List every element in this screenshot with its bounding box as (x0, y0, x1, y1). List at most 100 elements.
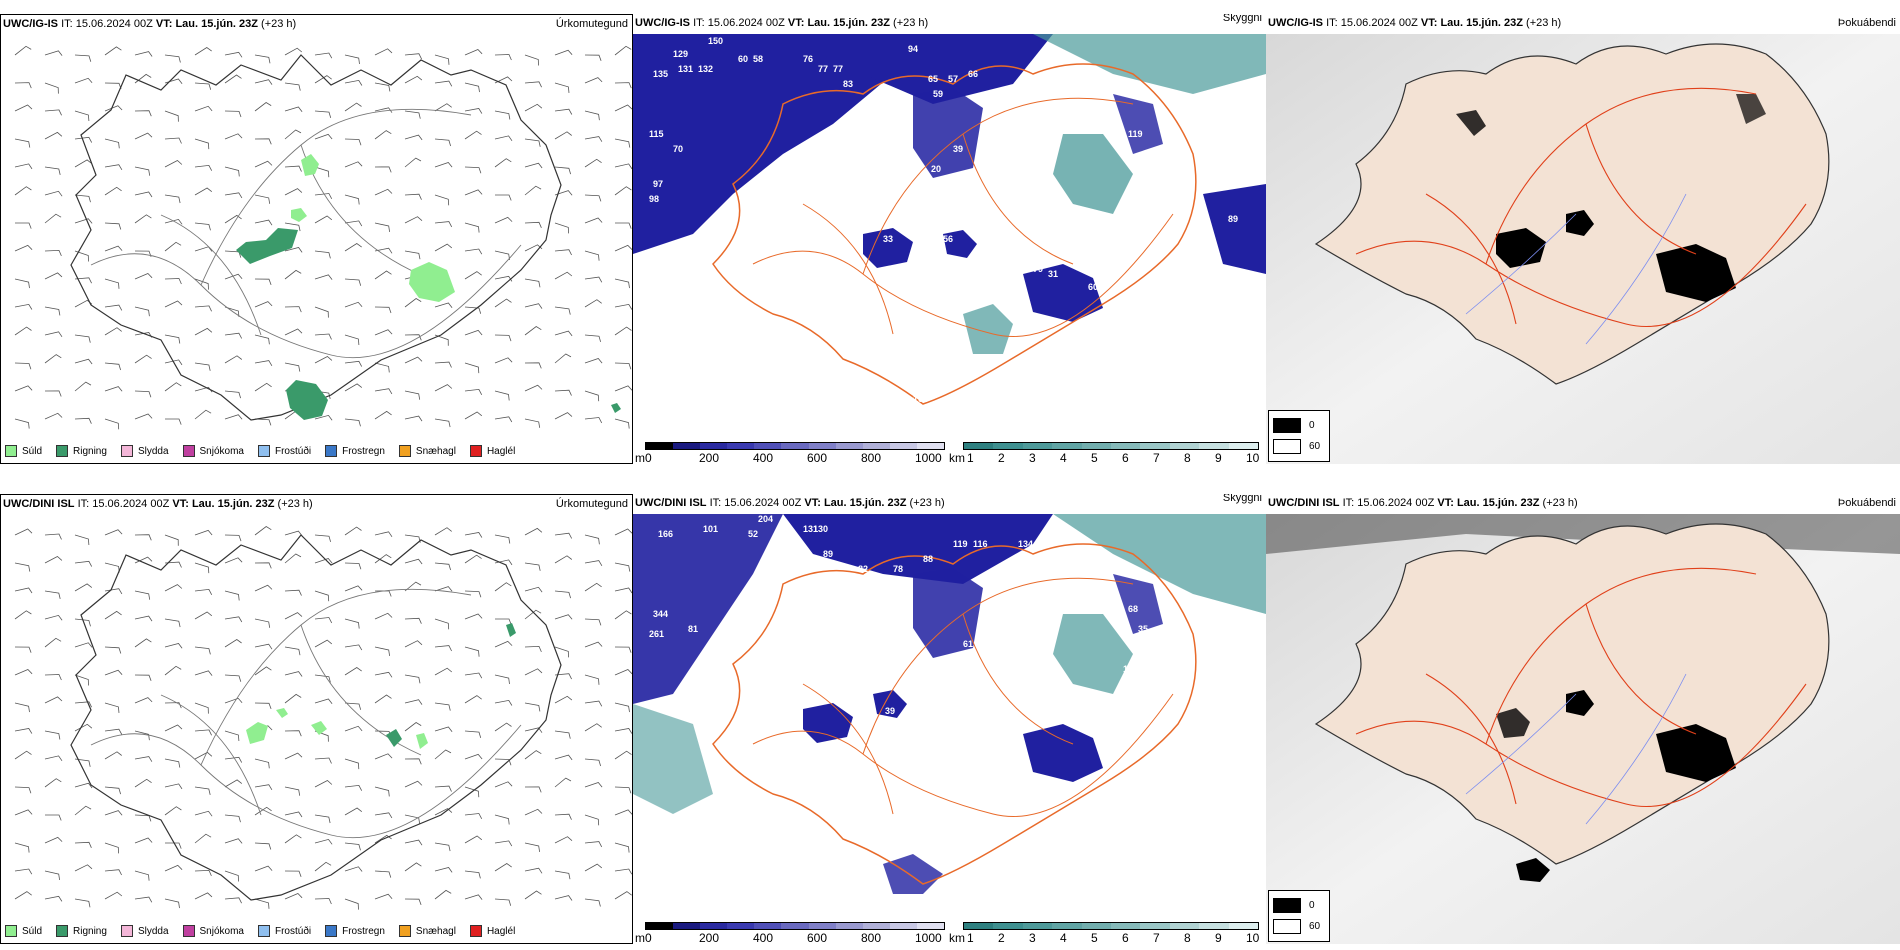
colorbar-visibility (963, 442, 1259, 450)
legend-swatch (1273, 919, 1301, 934)
cloud-height-label: 82 (983, 729, 994, 739)
legend-label: Rigning (73, 445, 107, 457)
cloud-height-label: 78 (893, 564, 904, 574)
cloud-height-label: 33 (883, 234, 894, 244)
colorbar-step (1169, 923, 1200, 929)
colorbar-step (993, 923, 1023, 929)
colorbar-tick: 800 (861, 931, 882, 944)
colorbar-tick: 9 (1215, 931, 1222, 944)
colorbar-tick: 1000 (915, 931, 942, 944)
legend-item: Haglél (469, 445, 515, 457)
cloud-height-label: 28 (1148, 654, 1159, 664)
legend-item: Frostregn (325, 925, 385, 937)
colorbar-tick: 5 (1091, 931, 1098, 944)
panel-name: Þokuábendi (1837, 17, 1896, 29)
cloud-height-label: 57 (948, 74, 959, 84)
cloud-panel-bottom: UWC/DINI ISL IT: 15.06.2024 00Z VT: Lau.… (633, 494, 1266, 944)
legend-label: 60 (1309, 441, 1321, 452)
cloud-height-label: 94 (908, 44, 919, 54)
cloud-height-label: 65 (928, 74, 939, 84)
legend-label: Rigning (73, 925, 107, 937)
legend-item: Slydda (120, 925, 169, 937)
colorbar-tick: 2 (998, 451, 1005, 464)
legend-label: Súld (22, 445, 43, 457)
legend-label: Haglél (486, 925, 516, 937)
legend-label: Snæhagl (415, 925, 456, 937)
panel-title: UWC/IG-IS IT: 15.06.2024 00Z VT: Lau. 15… (3, 18, 297, 30)
colorbar-tick: 4 (1060, 931, 1067, 944)
colorbar-tick: 7 (1153, 931, 1160, 944)
colorbar-step (1022, 443, 1053, 449)
legend-swatch (1273, 418, 1301, 433)
legend-swatch (325, 925, 338, 937)
colorbar-step (781, 923, 809, 929)
cloud-height-label: 77 (833, 64, 844, 74)
cloud-height-label: 56 (943, 234, 954, 244)
colorbar-height (645, 442, 945, 450)
fog-legend-item: 60 (1273, 439, 1320, 454)
colorbar-step (1052, 443, 1082, 449)
panel-title: UWC/DINI ISL IT: 15.06.2024 00Z VT: Lau.… (3, 498, 313, 510)
cloud-height-label: 88 (923, 554, 934, 564)
cloud-height-label: 150 (708, 36, 724, 46)
legend-swatch (257, 925, 270, 937)
colorbar-unit: km (949, 451, 965, 464)
colorbar-tick: 1 (967, 451, 974, 464)
cloud-height-label: 52 (748, 529, 759, 539)
cloud-height-label: 132 (698, 64, 714, 74)
cloud-height-label: 47 (978, 164, 989, 174)
cloud-height-label: 166 (658, 529, 674, 539)
cloud-height-label: 15 (933, 329, 944, 339)
cloud-height-label: 89 (823, 549, 834, 559)
legend-item: Frostúði (257, 445, 311, 457)
colorbar-step (889, 443, 917, 449)
legend-swatch (120, 925, 133, 937)
legend-item: Súld (5, 925, 42, 937)
colorbar-step (835, 923, 863, 929)
colorbar-step (727, 923, 755, 929)
cloud-height-label: 104 (913, 394, 929, 404)
legend-swatch (5, 445, 17, 457)
cloud-height-label: 20 (931, 164, 942, 174)
legend-label: 0 (1309, 900, 1315, 911)
colorbar-step (1081, 923, 1112, 929)
legend-item: Snæhagl (398, 445, 456, 457)
cloud-height-label: 119 (1128, 129, 1143, 139)
cloud-height-label: 39 (953, 144, 964, 154)
cloud-height-label: 135 (1163, 639, 1179, 649)
colorbar-step (673, 923, 701, 929)
colorbar-tick: 600 (807, 451, 828, 464)
colorbar-tick: 3 (1029, 931, 1036, 944)
cloud-height-label: 131 (678, 64, 694, 74)
fog-map (1266, 34, 1900, 464)
legend-swatch (120, 445, 133, 457)
cloud-height-label: 95 (1108, 599, 1119, 609)
legend-swatch (182, 925, 195, 937)
legend-item: Snjókoma (182, 925, 244, 937)
cloud-height-label: 68 (1128, 604, 1139, 614)
colorbar-tick: 800 (861, 451, 882, 464)
legend-swatch (325, 445, 338, 457)
colorbar-tick: 4 (1060, 451, 1067, 464)
panel-name: Skyggni (1222, 14, 1262, 24)
cloud-height-label: 47 (858, 714, 869, 724)
cloud-height-label: 129 (673, 49, 689, 59)
cloud-height-label: 131 (803, 524, 819, 534)
colorbar-step (808, 923, 836, 929)
cloud-height-label: 243 (1218, 274, 1234, 284)
colorbar-tick: 6 (1122, 451, 1129, 464)
legend-swatch (1273, 439, 1301, 454)
cloud-height-label: 58 (753, 54, 764, 64)
cloud-height-label: 59 (933, 89, 944, 99)
cloud-height-label: 79 (1033, 264, 1044, 274)
colorbar-step (808, 443, 836, 449)
fog-map (1266, 514, 1900, 944)
fog-legend-item: 60 (1273, 919, 1320, 934)
fog-panel-bottom: UWC/DINI ISL IT: 15.06.2024 00Z VT: Lau.… (1266, 494, 1900, 944)
colorbar-step (781, 443, 809, 449)
legend-label: Frostregn (342, 925, 385, 937)
legend-item: Frostregn (325, 445, 385, 457)
colorbar-step (1169, 443, 1200, 449)
colorbar-step (916, 923, 945, 929)
colorbar-tick: 400 (753, 931, 774, 944)
